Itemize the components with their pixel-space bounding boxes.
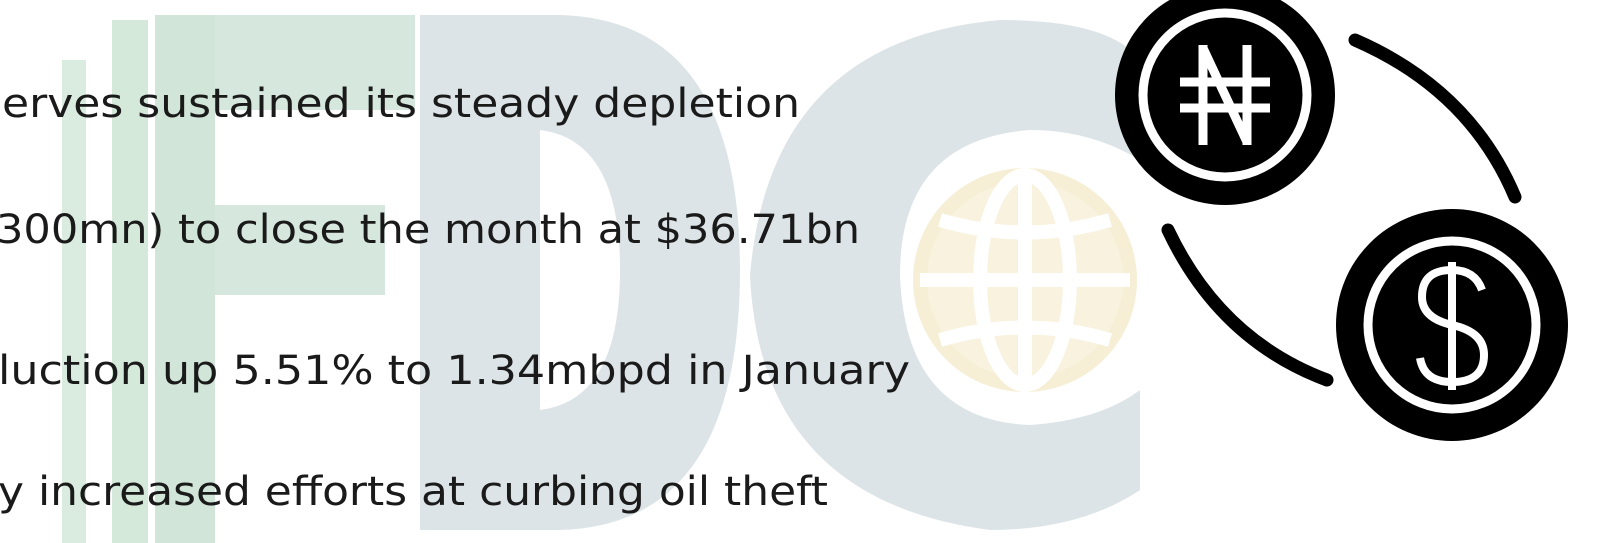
watermark-f-bar — [215, 205, 385, 295]
watermark-globe — [913, 168, 1137, 392]
coin-ring — [1363, 236, 1541, 414]
exchange-arrow — [1348, 33, 1522, 204]
text-line: erves sustained its steady depletion — [2, 81, 800, 127]
bullet-text: erves sustained its steady depletion 300… — [0, 81, 910, 515]
naira-symbol — [1180, 45, 1270, 145]
watermark-d — [420, 15, 740, 530]
watermark-f-stem — [155, 15, 215, 543]
text-line: y increased efforts at curbing oil theft — [0, 469, 828, 515]
watermark-logo — [62, 15, 1140, 543]
coin-ring — [1138, 8, 1312, 182]
text-line: luction up 5.51% to 1.34mbpd in January — [0, 348, 910, 394]
exchange-arrow — [1161, 223, 1334, 387]
currency-exchange-icon — [1115, 0, 1568, 441]
watermark-c — [750, 20, 1140, 530]
watermark-f-bar — [215, 15, 415, 110]
dollar-symbol — [1416, 262, 1489, 390]
watermark-stripe — [112, 20, 148, 543]
watermark-stripe — [62, 60, 86, 543]
text-line: 300mn) to close the month at $36.71bn — [0, 207, 860, 253]
